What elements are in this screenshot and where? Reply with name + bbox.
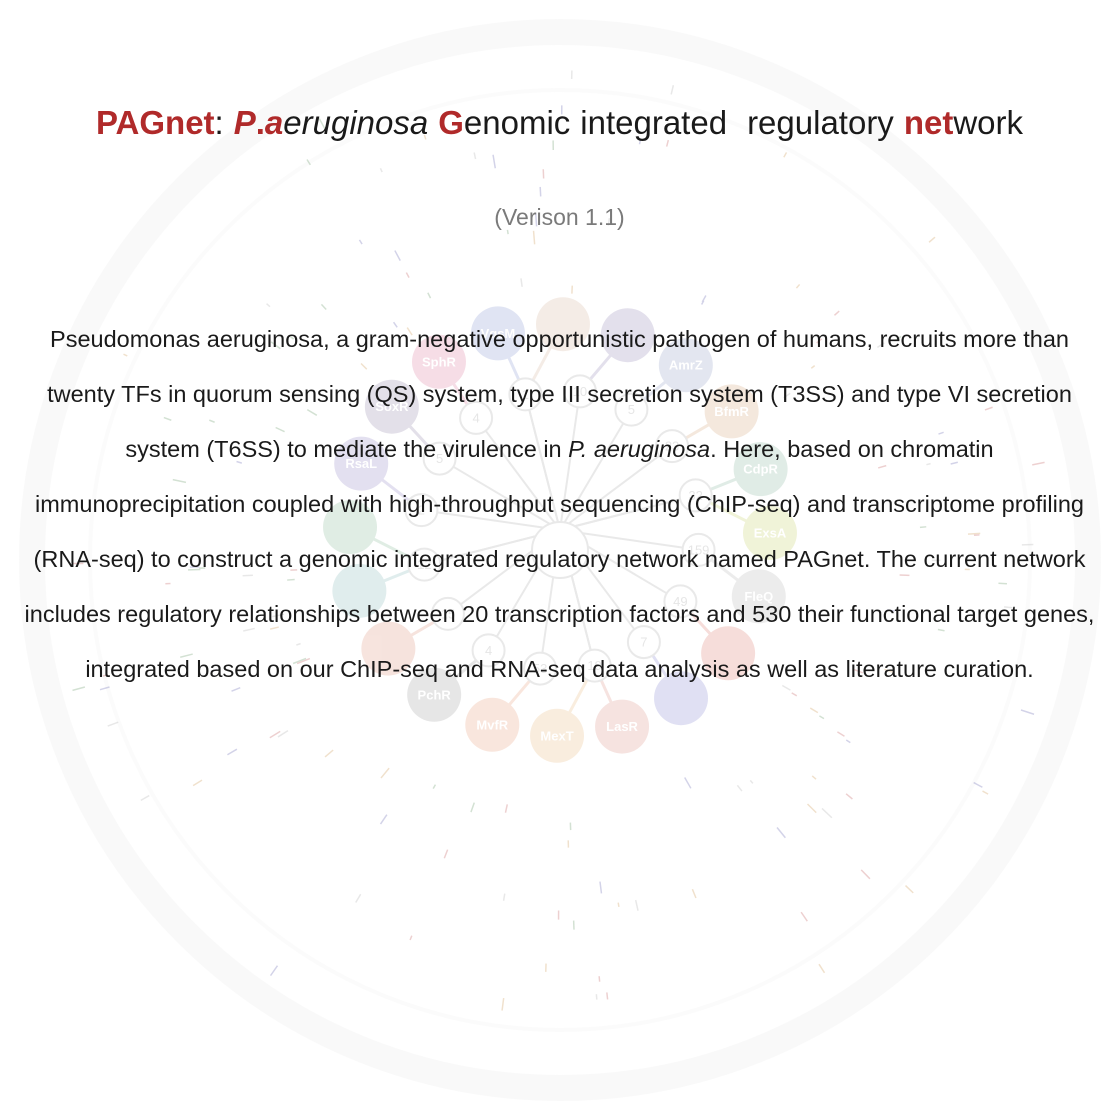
title-genus-initial: P — [233, 104, 256, 141]
genome-tick — [380, 767, 390, 779]
genome-tick — [394, 250, 401, 261]
genome-tick — [473, 152, 477, 160]
genome-tick — [358, 239, 363, 245]
title-brand: PAGnet — [95, 104, 215, 141]
genome-tick — [379, 167, 383, 173]
page-title: PAGnet: P.aeruginosa Genomic integrated regu… — [0, 104, 1119, 142]
version-label: (Verison 1.1) — [494, 204, 625, 230]
genome-tick — [379, 814, 388, 825]
genome-tick — [973, 781, 983, 788]
genome-tick — [470, 802, 475, 813]
description-text-1: Pseudomonas aeruginosa, a gram-negative … — [47, 326, 1072, 462]
genome-tick — [501, 997, 505, 1011]
genome-tick — [700, 300, 705, 305]
genome-tick — [691, 888, 697, 899]
genome-tick — [443, 849, 449, 859]
title-regulatory: regulatory — [747, 104, 894, 141]
genome-tick — [819, 715, 825, 720]
genome-tick — [492, 154, 497, 169]
title-dot: . — [255, 104, 265, 141]
title-work: work — [953, 104, 1023, 141]
genome-tick — [982, 790, 989, 795]
genome-tick — [192, 779, 203, 787]
genome-tick — [811, 775, 817, 780]
title-genomic-rest: enomic — [463, 104, 571, 141]
genome-tick — [504, 804, 509, 813]
genome-tick — [684, 777, 692, 789]
genome-tick — [795, 283, 801, 289]
tf-node-label: MexT — [540, 728, 573, 743]
genome-tick — [405, 272, 410, 278]
genome-tick — [860, 869, 871, 880]
genome-tick — [783, 152, 788, 158]
genome-tick — [701, 295, 707, 303]
genome-tick — [809, 707, 819, 714]
genome-tick — [409, 935, 413, 941]
genome-tick — [1020, 709, 1035, 715]
genome-tick — [818, 963, 826, 974]
title-net: net — [903, 104, 954, 141]
description-paragraph: Pseudomonas aeruginosa, a gram-negative … — [20, 312, 1099, 697]
genome-tick — [606, 992, 609, 1000]
tf-node: LasR — [595, 699, 650, 754]
title-genomic-initial: G — [438, 104, 464, 141]
genome-tick — [845, 739, 851, 744]
title-species-initial: a — [264, 104, 284, 141]
genome-tick — [617, 902, 620, 907]
tf-node-label: MvfR — [476, 717, 508, 732]
genome-tick — [670, 85, 675, 95]
genome-tick — [320, 303, 327, 311]
description-species: P. aeruginosa — [568, 436, 711, 462]
genome-tick — [845, 793, 853, 800]
genome-tick — [269, 730, 281, 739]
genome-tick — [800, 911, 808, 922]
genome-tick — [736, 784, 743, 792]
genome-tick — [634, 899, 639, 911]
genome-tick — [928, 236, 936, 243]
genome-tick — [821, 807, 833, 819]
genome-tick — [806, 803, 817, 814]
tf-node-label: LasR — [606, 719, 638, 734]
genome-tick — [269, 965, 279, 977]
genome-tick — [277, 730, 289, 738]
genome-tick — [520, 278, 523, 287]
genome-tick — [107, 721, 119, 727]
genome-tick — [502, 893, 506, 901]
genome-tick — [227, 748, 238, 756]
tf-node: MvfR — [465, 697, 520, 752]
genome-tick — [776, 826, 786, 839]
title-integrated: integrated — [580, 104, 728, 141]
genome-tick — [599, 881, 603, 894]
title-colon: : — [214, 104, 224, 141]
genome-tick — [539, 186, 542, 197]
genome-tick — [355, 893, 362, 903]
genome-tick — [432, 784, 437, 790]
genome-tick — [427, 292, 432, 299]
genome-tick — [140, 794, 150, 802]
genome-tick — [266, 303, 271, 308]
title-species-rest: eruginosa — [283, 104, 429, 141]
genome-tick — [532, 230, 536, 245]
genome-tick — [324, 749, 334, 758]
description-text-2: . Here, based on chromatin immunoprecipi… — [24, 436, 1095, 682]
genome-tick — [306, 159, 311, 166]
genome-tick — [598, 976, 601, 982]
genome-tick — [749, 779, 754, 784]
genome-tick — [836, 731, 845, 737]
tf-node: MexT — [530, 708, 585, 763]
genome-tick — [904, 885, 914, 894]
